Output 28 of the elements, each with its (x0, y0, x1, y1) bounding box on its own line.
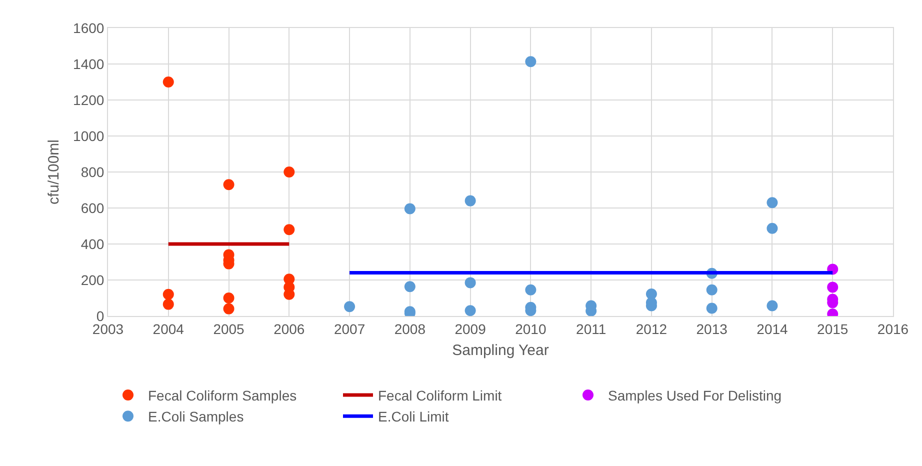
x-tick-label: 2010 (515, 320, 546, 337)
x-tick-label: 2012 (636, 320, 668, 337)
y-tick-label: 1000 (73, 128, 104, 144)
legend-label: E.Coli Limit (378, 408, 449, 425)
x-tick-label: 2015 (817, 320, 848, 337)
x-tick-label: 2016 (877, 320, 909, 337)
x-tick-label: 2007 (334, 320, 366, 337)
legend-label: Fecal Coliform Limit (378, 387, 502, 404)
y-tick-label: 800 (80, 164, 104, 180)
y-tick-label: 200 (80, 272, 104, 288)
legend-label: Samples Used For Delisting (608, 387, 782, 404)
x-tick-label: 2011 (576, 320, 606, 337)
legend-label: E.Coli Samples (148, 408, 244, 425)
x-tick-label: 2008 (394, 320, 426, 337)
x-tick-label: 2013 (696, 320, 728, 337)
x-tick-label: 2014 (756, 320, 788, 337)
x-tick-label: 2004 (152, 320, 184, 337)
y-tick-label: 400 (80, 236, 104, 252)
y-tick-label: 1200 (73, 92, 104, 108)
x-tick-label: 2006 (274, 320, 305, 337)
x-tick-label: 2005 (213, 320, 245, 337)
x-axis-title: Sampling Year (452, 342, 549, 359)
y-tick-label: 1400 (73, 56, 104, 72)
x-tick-label: 2009 (454, 320, 486, 337)
legend-label: Fecal Coliform Samples (148, 387, 297, 404)
y-tick-label: 1600 (73, 20, 104, 36)
y-axis-title: cfu/100ml (45, 139, 62, 205)
y-tick-label: 600 (80, 200, 104, 216)
